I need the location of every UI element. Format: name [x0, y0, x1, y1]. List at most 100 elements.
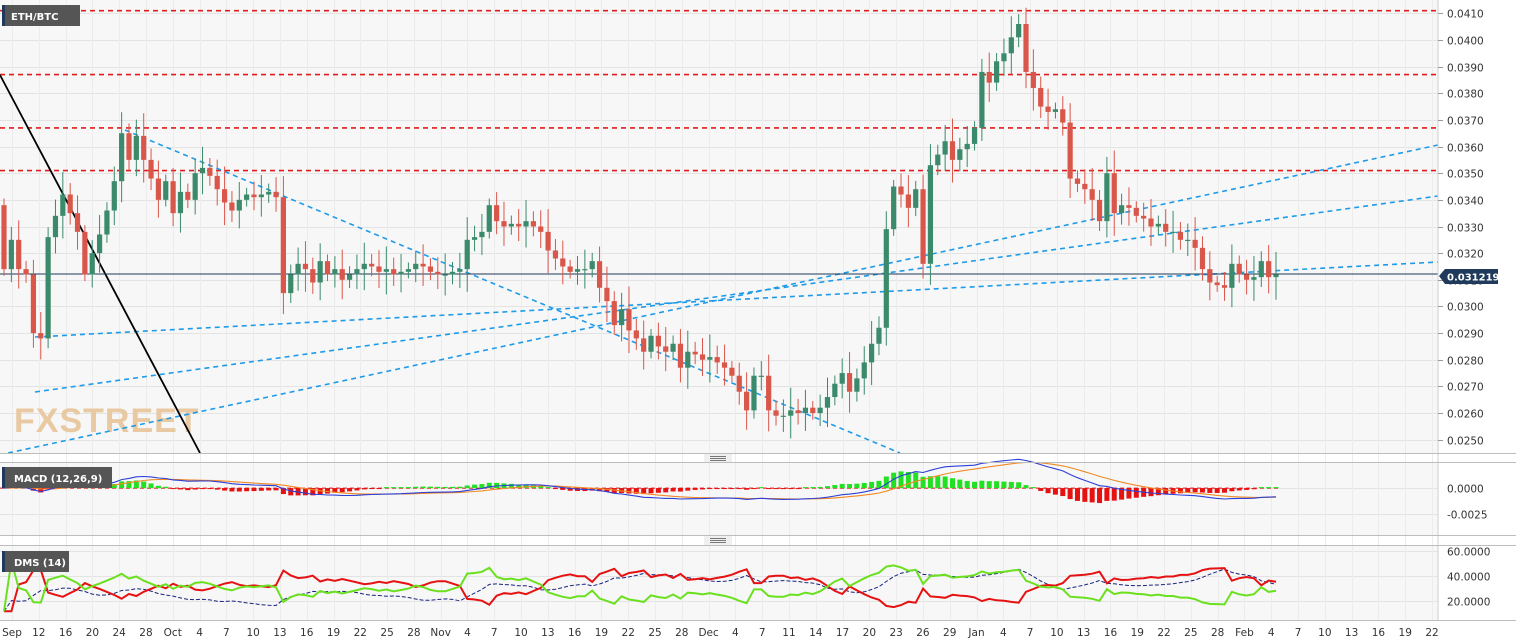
macd-histogram-bar: [773, 488, 779, 490]
candle-body: [1126, 205, 1132, 208]
watermark: FXSTREET: [14, 402, 200, 440]
macd-histogram-bar: [177, 488, 183, 490]
y-tick-label: 0.0410: [1447, 9, 1484, 21]
candle-body: [133, 135, 139, 160]
candle-body: [795, 410, 801, 414]
macd-histogram-bar: [979, 480, 985, 489]
candle-body: [1229, 263, 1235, 288]
macd-histogram-bar: [1097, 488, 1103, 504]
candle-body: [398, 271, 404, 275]
macd-histogram-bar: [339, 488, 345, 493]
x-tick-label: 24: [112, 627, 126, 639]
candle-body: [869, 343, 875, 363]
candle-body: [1214, 282, 1220, 286]
x-tick-label: 10: [514, 627, 527, 639]
macd-histogram-bar: [913, 472, 919, 489]
candle-body: [979, 71, 985, 128]
macd-histogram-bar: [192, 488, 198, 490]
y-tick-label: 0.0270: [1447, 382, 1484, 394]
candle-body: [177, 191, 184, 214]
x-tick-label: 12: [32, 627, 45, 639]
candle-body: [751, 375, 757, 411]
candle-body: [52, 215, 59, 238]
macd-histogram-bar: [119, 481, 125, 489]
macd-histogram-bar: [633, 488, 639, 494]
candle-body: [420, 263, 426, 267]
macd-histogram-bar: [810, 487, 816, 489]
candle-body: [876, 327, 882, 344]
candle-body: [280, 197, 286, 294]
macd-histogram-bar: [1023, 485, 1029, 489]
splitter-handle[interactable]: [704, 536, 732, 545]
candle-body: [96, 234, 103, 254]
candle-body: [1221, 285, 1228, 288]
macd-histogram-bar: [302, 488, 308, 496]
macd-histogram-bar: [1222, 488, 1228, 493]
candle-body: [861, 362, 867, 379]
candle-body: [427, 266, 434, 272]
candle-series: [1, 7, 1279, 439]
candle-body: [721, 362, 728, 368]
candle-body: [339, 269, 345, 280]
y-tick-label: 0.0400: [1447, 36, 1484, 48]
macd-histogram-bar: [222, 488, 228, 491]
macd-series: [0, 458, 1280, 504]
candle-body: [479, 231, 485, 238]
candle-body: [324, 261, 331, 275]
macd-histogram-bar: [1126, 488, 1132, 499]
macd-histogram-bar: [251, 488, 257, 492]
macd-histogram-bar: [685, 488, 691, 491]
macd-histogram-bar: [949, 478, 955, 489]
macd-histogram-bar: [1155, 488, 1161, 496]
x-tick-label: 25: [1184, 627, 1197, 639]
x-tick-label: 28: [139, 627, 152, 639]
candle-body: [670, 343, 676, 352]
candle-body: [273, 191, 279, 198]
candle-body: [567, 266, 573, 272]
macd-histogram-bar: [788, 488, 794, 490]
candle-body: [516, 223, 522, 227]
candle-body: [1177, 231, 1184, 240]
candle-body: [449, 271, 456, 275]
candle-body: [832, 383, 838, 398]
candle-body: [1163, 223, 1169, 232]
x-tick-label: 4: [1000, 627, 1007, 639]
candle-body: [1060, 109, 1066, 123]
x-tick-label: 4: [1268, 627, 1275, 639]
x-tick-label: 13: [273, 627, 286, 639]
candle-body: [1199, 247, 1206, 270]
macd-histogram-bar: [707, 488, 713, 490]
candle-body: [685, 351, 691, 368]
candle-body: [1001, 53, 1007, 62]
candle-body: [244, 194, 250, 200]
candle-body: [1133, 207, 1139, 216]
candle-body: [994, 61, 1000, 83]
y-tick-label: 0.0370: [1447, 116, 1484, 128]
x-tick-label: 4: [196, 627, 203, 639]
candle-body: [148, 159, 154, 179]
x-tick-label: 10: [246, 627, 259, 639]
candle-body: [361, 263, 367, 270]
macd-histogram-bar: [258, 488, 264, 491]
candle-body: [1155, 223, 1161, 227]
macd-histogram-bar: [1258, 487, 1264, 489]
candle-body: [1030, 71, 1036, 88]
splitter-handle[interactable]: [704, 454, 732, 462]
candle-body: [846, 373, 853, 392]
candle-body: [1038, 87, 1044, 107]
macd-histogram-bar: [486, 482, 492, 489]
candle-body: [442, 274, 448, 276]
y-tick-label: 0.0320: [1447, 249, 1484, 261]
macd-histogram-bar: [1244, 488, 1250, 490]
y-tick-label: 0.0330: [1447, 223, 1484, 235]
candle-body: [236, 199, 242, 211]
y-tick-label: 0.0260: [1447, 409, 1484, 421]
macd-histogram-bar: [1045, 488, 1051, 494]
macd-histogram-bar: [508, 483, 514, 489]
x-tick-label: Nov: [430, 627, 451, 639]
candle-body: [1045, 106, 1051, 112]
x-tick-label: 4: [464, 627, 471, 639]
candle-body: [523, 221, 529, 227]
macd-histogram-bar: [1119, 488, 1125, 500]
candle-body: [802, 407, 809, 414]
